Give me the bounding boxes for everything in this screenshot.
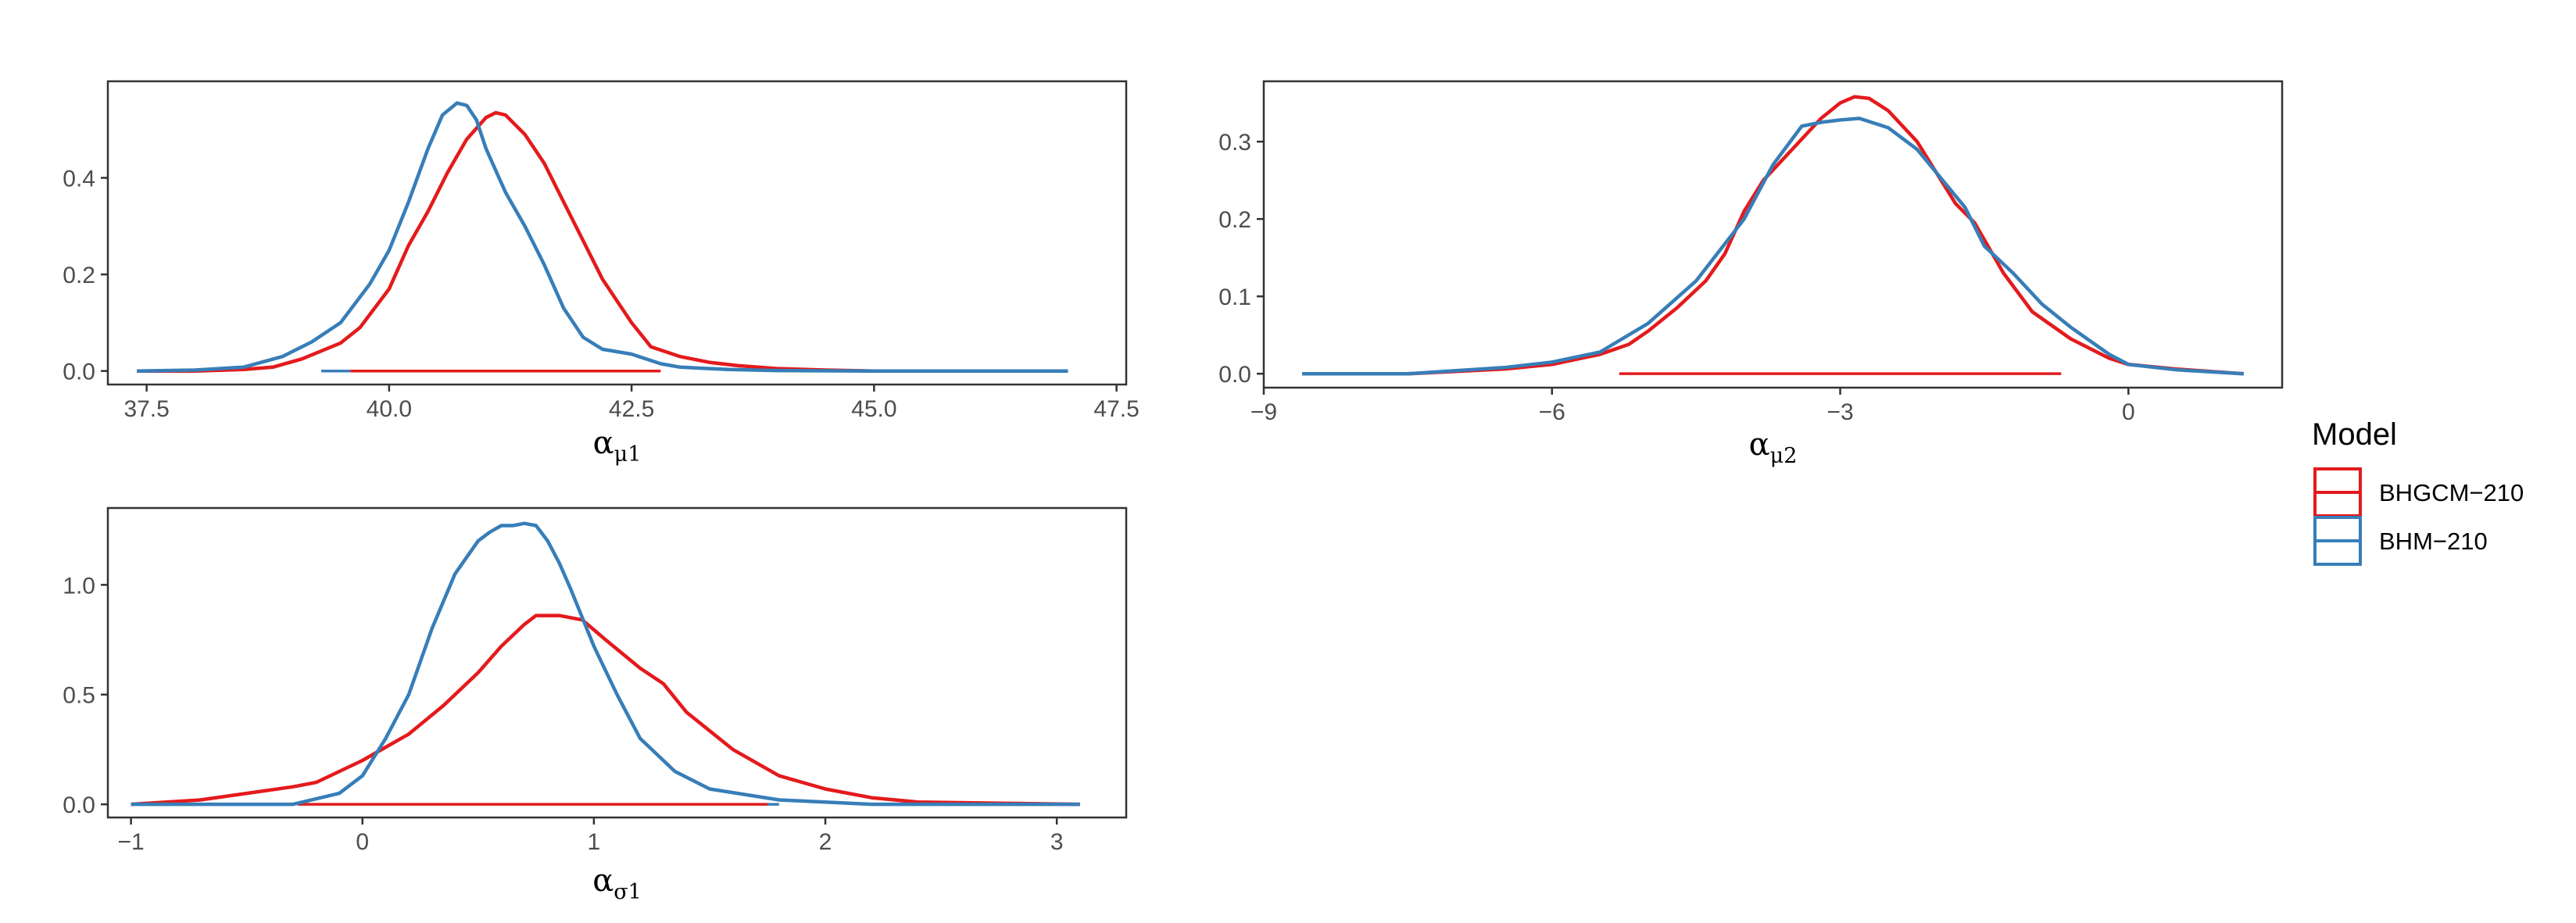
y-tick-label: 0.4: [63, 166, 95, 192]
x-tick-label: 1: [588, 829, 601, 855]
x-tick-label: 47.5: [1093, 396, 1139, 422]
x-tick-label: −1: [118, 829, 145, 855]
legend: Model BHGCM−210 BHM−210: [2312, 417, 2524, 566]
panel-alpha-mu2: −9 −6 −3 0 0.0 0.1 0.2 0.3 αμ2: [1218, 80, 2284, 468]
x-axis-label: αμ2: [1749, 427, 1798, 468]
density-line-bhgcm-210: [137, 110, 1068, 373]
legend-key-bhgcm: [2313, 467, 2362, 517]
y-tick-label: 0.2: [63, 263, 95, 288]
panel-alpha-mu1: 37.5 40.0 42.5 45.0 47.5 0.0 0.2 0.4 αμ1: [63, 80, 1140, 467]
x-tick-label: −6: [1539, 399, 1565, 425]
density-line-bhm-210: [137, 101, 1068, 373]
y-tick-label: 0.3: [1218, 130, 1251, 156]
density-line-bhgcm-210: [131, 614, 1080, 807]
legend-label-bhm: BHM−210: [2379, 528, 2488, 555]
y-tick-label: 0.0: [1218, 362, 1251, 388]
y-tick-label: 0.0: [63, 792, 95, 818]
x-tick-label: 3: [1050, 829, 1064, 855]
panel-border: [1262, 80, 2284, 389]
x-tick-label: 0: [356, 829, 369, 855]
x-tick-label: 42.5: [609, 396, 654, 422]
x-tick-label: 45.0: [851, 396, 896, 422]
legend-key-bhm: [2313, 516, 2362, 566]
x-tick-label: −3: [1826, 399, 1853, 425]
x-tick-label: 37.5: [123, 396, 169, 422]
x-axis-label: αμ1: [593, 425, 642, 467]
x-axis-label: ασ1: [592, 863, 642, 904]
x-tick-label: 0: [2122, 399, 2135, 425]
x-tick-label: 2: [819, 829, 832, 855]
density-line-bhgcm-210: [1302, 95, 2244, 376]
legend-label-bhgcm: BHGCM−210: [2379, 479, 2524, 506]
panel-alpha-sigma1: −1 0 1 2 3 0.0 0.5 1.0 ασ1: [63, 506, 1128, 904]
panel-border: [106, 80, 1128, 386]
y-tick-label: 0.5: [63, 683, 95, 709]
density-line-bhm-210: [1302, 116, 2244, 376]
y-tick-label: 0.0: [63, 360, 95, 385]
y-tick-label: 0.1: [1218, 284, 1251, 310]
legend-title: Model: [2312, 417, 2397, 452]
y-tick-label: 0.2: [1218, 207, 1251, 233]
x-tick-label: −9: [1250, 399, 1277, 425]
x-tick-label: 40.0: [367, 396, 412, 422]
density-line-bhm-210: [131, 521, 1080, 807]
panel-border: [106, 506, 1128, 819]
y-tick-label: 1.0: [63, 573, 95, 599]
